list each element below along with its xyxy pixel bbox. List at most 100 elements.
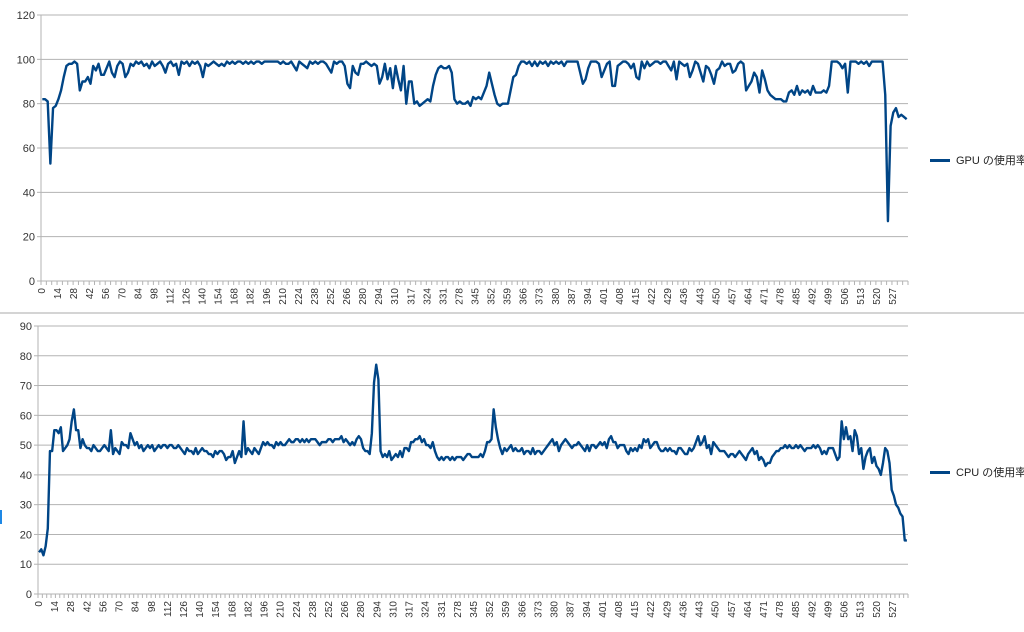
- gpu-x-tick-label: 436: [679, 288, 690, 305]
- gpu-x-tick-label: 387: [567, 288, 578, 305]
- gpu-y-tick-label: 120: [17, 10, 35, 22]
- gpu-x-tick-label: 310: [390, 288, 401, 305]
- gpu-x-tick-label: 294: [374, 288, 385, 305]
- cpu-x-tick-label: 499: [823, 601, 834, 618]
- cpu-x-tick-label: 366: [517, 601, 528, 618]
- cpu-x-tick-label: 98: [147, 601, 158, 613]
- cpu-x-tick-label: 154: [211, 601, 222, 618]
- gpu-x-tick-label: 196: [262, 288, 273, 305]
- gpu-x-tick-label: 98: [149, 288, 160, 300]
- gpu-x-tick-label: 443: [695, 288, 706, 305]
- cpu-y-tick-label: 30: [20, 500, 32, 512]
- cpu-x-tick-label: 520: [872, 601, 883, 618]
- cpu-x-tick-label: 471: [759, 601, 770, 618]
- gpu-x-tick-label: 42: [85, 288, 96, 300]
- cpu-x-tick-label: 84: [131, 601, 142, 613]
- cpu-x-tick-label: 324: [421, 601, 432, 618]
- gpu-x-tick-label: 266: [342, 288, 353, 305]
- cpu-x-tick-label: 464: [743, 601, 754, 618]
- cpu-x-tick-label: 224: [292, 601, 303, 618]
- panel-separator: [0, 312, 1024, 314]
- cpu-y-tick-label: 10: [20, 559, 32, 571]
- gpu-x-tick-label: 278: [454, 288, 465, 305]
- cpu-x-tick-label: 422: [646, 601, 657, 618]
- cpu-x-tick-label: 317: [405, 601, 416, 618]
- gpu-x-tick-label: 324: [422, 288, 433, 305]
- gpu-y-tick-label: 40: [23, 187, 35, 199]
- cpu-x-tick-label: 56: [98, 601, 109, 613]
- gpu-y-tick-label: 20: [23, 232, 35, 244]
- cpu-x-tick-label: 345: [469, 601, 480, 618]
- cpu-y-tick-label: 60: [20, 410, 32, 422]
- gpu-x-tick-label: 408: [615, 288, 626, 305]
- gpu-x-tick-label: 14: [53, 288, 64, 300]
- cpu-x-tick-label: 126: [179, 601, 190, 618]
- cpu-legend-label: CPU の使用率: [956, 467, 1024, 479]
- gpu-x-tick-label: 492: [808, 288, 819, 305]
- gpu-legend-label: GPU の使用率: [956, 155, 1024, 167]
- gpu-x-tick-label: 56: [101, 288, 112, 300]
- cpu-x-tick-label: 0: [34, 601, 45, 607]
- cpu-x-tick-label: 331: [437, 601, 448, 618]
- gpu-x-tick-label: 224: [294, 288, 305, 305]
- gpu-x-tick-label: 352: [487, 288, 498, 305]
- gpu-y-tick-label: 60: [23, 143, 35, 155]
- gpu-y-tick-label: 0: [29, 276, 35, 288]
- cpu-series-line: [38, 363, 907, 557]
- gpu-x-tick-label: 513: [856, 288, 867, 305]
- gpu-x-tick-label: 168: [230, 288, 241, 305]
- gpu-x-tick-label: 154: [214, 288, 225, 305]
- gpu-legend: GPU の使用率: [930, 152, 1024, 168]
- gpu-x-tick-label: 359: [503, 288, 514, 305]
- cpu-x-tick-label: 380: [550, 601, 561, 618]
- cpu-y-tick-label: 40: [20, 470, 32, 482]
- gpu-legend-swatch: [930, 158, 950, 162]
- cpu-x-tick-label: 168: [227, 601, 238, 618]
- gpu-x-tick-label: 0: [37, 288, 48, 294]
- cpu-legend-swatch: [930, 470, 950, 474]
- gpu-x-tick-label: 485: [792, 288, 803, 305]
- cpu-x-tick-label: 140: [195, 601, 206, 618]
- gpu-x-tick-label: 478: [776, 288, 787, 305]
- cpu-x-tick-label: 443: [695, 601, 706, 618]
- gpu-x-tick-label: 182: [246, 288, 257, 305]
- cpu-x-tick-label: 359: [501, 601, 512, 618]
- cpu-legend: CPU の使用率: [930, 464, 1024, 480]
- cpu-x-tick-label: 14: [50, 601, 61, 613]
- cpu-y-tick-label: 50: [20, 440, 32, 452]
- gpu-x-tick-label: 422: [647, 288, 658, 305]
- cpu-x-tick-label: 112: [163, 601, 174, 617]
- gpu-series-line: [42, 60, 908, 223]
- gpu-x-tick-label: 499: [824, 288, 835, 305]
- cpu-x-tick-label: 182: [243, 601, 254, 618]
- gpu-x-tick-label: 401: [599, 288, 610, 305]
- gpu-x-tick-label: 415: [631, 288, 642, 305]
- cpu-x-tick-label: 387: [566, 601, 577, 618]
- gpu-x-tick-label: 394: [583, 288, 594, 305]
- cpu-x-tick-label: 513: [856, 601, 867, 618]
- cpu-x-tick-label: 408: [614, 601, 625, 618]
- gpu-x-tick-label: 464: [743, 288, 754, 305]
- cpu-x-tick-label: 278: [453, 601, 464, 618]
- cpu-x-tick-label: 310: [388, 601, 399, 618]
- cpu-x-tick-label: 252: [324, 601, 335, 618]
- gpu-y-tick-label: 100: [17, 54, 35, 66]
- gpu-x-tick-label: 520: [872, 288, 883, 305]
- cpu-x-tick-label: 415: [630, 601, 641, 618]
- gpu-x-tick-label: 380: [551, 288, 562, 305]
- cpu-y-tick-label: 0: [26, 589, 32, 601]
- gpu-x-tick-label: 527: [888, 288, 899, 305]
- cpu-x-tick-label: 266: [340, 601, 351, 618]
- gpu-x-tick-label: 450: [711, 288, 722, 305]
- cpu-x-tick-label: 373: [533, 601, 544, 618]
- gpu-x-tick-label: 84: [133, 288, 144, 300]
- cpu-x-tick-label: 280: [356, 601, 367, 618]
- cpu-chart-panel: 0 10 20 30 40 50 60 70 80 90 0 14 28 42 56 70 84 98 112 126…: [0, 314, 1024, 627]
- cpu-x-tick-label: 210: [276, 601, 287, 618]
- gpu-chart-panel: 0 20 40 60 80 100 120 0 14 28 42 56 70 84 98 112 126 140 1…: [0, 0, 1024, 312]
- gpu-x-tick-label: 373: [535, 288, 546, 305]
- cpu-x-tick-label: 450: [711, 601, 722, 618]
- cpu-usage-chart: 0 10 20 30 40 50 60 70 80 90 0 14 28 42 56 70 84 98 112 126…: [20, 321, 909, 618]
- cpu-y-tick-label: 20: [20, 529, 32, 541]
- gpu-x-tick-label: 238: [310, 288, 321, 305]
